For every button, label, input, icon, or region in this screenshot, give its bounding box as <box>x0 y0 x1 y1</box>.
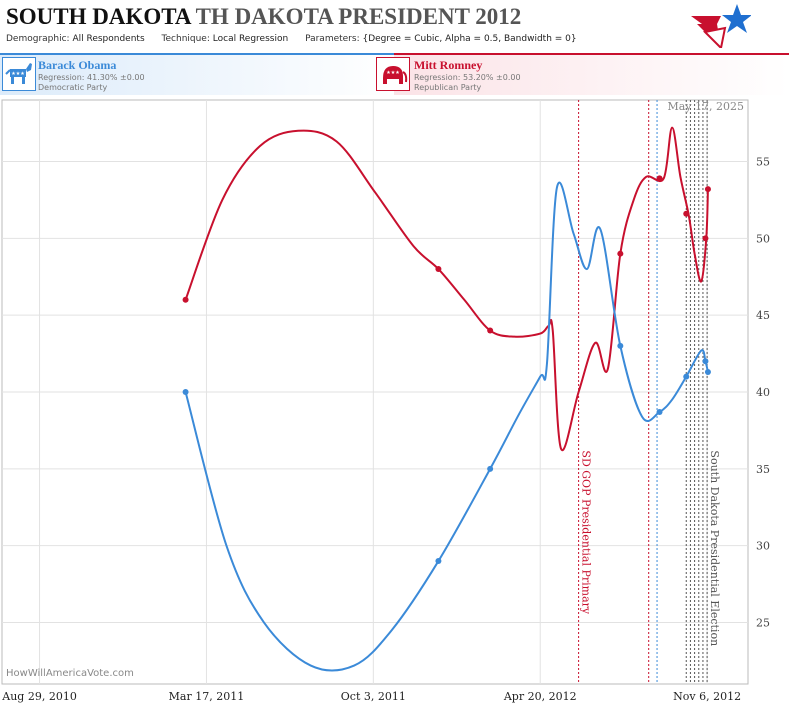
param-key: Technique: <box>161 34 210 44</box>
data-point <box>656 408 663 415</box>
svg-text:★★★: ★★★ <box>386 70 400 76</box>
data-point <box>704 369 711 376</box>
polling-chart: 25 30 35 40 45 50 55 Aug 29, 2010 Mar 17, 2011 Oc… <box>1 99 770 703</box>
candidate-mitt-romney: ★★★ Mitt Romney Regression: 53.20% ±0.00… <box>376 53 789 95</box>
param-value: Local Regression <box>212 34 289 44</box>
x-tick-label: Aug 29, 2010 <box>1 690 77 703</box>
data-point <box>702 358 709 365</box>
x-tick-label: Apr 20, 2012 <box>503 690 577 703</box>
series-line <box>184 181 709 672</box>
data-point <box>487 327 494 334</box>
title-rest: TH DAKOTA PRESIDENT 2012 <box>195 4 522 29</box>
candidate-text: Barack Obama Regression: 41.30% ±0.00 De… <box>38 58 145 93</box>
candidate-regression: Regression: 41.30% ±0.00 <box>38 73 145 82</box>
data-point <box>704 186 711 193</box>
y-tick-label: 30 <box>756 540 770 553</box>
candidate-barack-obama: ★★★ Barack Obama Regression: 41.30% ±0.0… <box>0 53 394 95</box>
y-tick-label: 55 <box>756 155 770 168</box>
flag-star-logo-icon <box>691 4 751 48</box>
title-state: SOUTH DAKOTA <box>6 4 191 29</box>
y-tick-label: 35 <box>756 463 770 476</box>
param-key: Demographic: <box>6 34 70 44</box>
candidate-party: Republican Party <box>414 83 482 92</box>
series-line <box>184 126 709 452</box>
y-tick-label: 50 <box>756 232 770 245</box>
data-point <box>435 266 442 273</box>
chart-title: SOUTH DAKOTA TH DAKOTA PRESIDENT 2012 <box>6 4 521 30</box>
elephant-icon: ★★★ <box>376 57 410 91</box>
data-point <box>182 296 189 303</box>
current-date-label: May 17, 2025 <box>667 100 744 113</box>
data-point <box>435 558 442 565</box>
chart-header: SOUTH DAKOTA TH DAKOTA PRESIDENT 2012 De… <box>0 0 789 52</box>
donkey-icon: ★★★ <box>2 57 36 91</box>
candidate-regression: Regression: 53.20% ±0.00 <box>414 73 521 82</box>
param-value: {Degree = Cubic, Alpha = 0.5, Bandwidth … <box>362 34 577 44</box>
candidate-name: Mitt Romney <box>414 58 483 72</box>
svg-text:★★★: ★★★ <box>11 71 25 77</box>
parameters-line: Demographic: All Respondents Technique: … <box>6 34 591 44</box>
data-point <box>702 235 709 242</box>
param-key: Parameters: <box>305 34 360 44</box>
data-point <box>683 373 690 380</box>
candidate-name: Barack Obama <box>38 58 117 72</box>
param-value: All Respondents <box>72 34 145 44</box>
y-tick-label: 45 <box>756 309 770 322</box>
data-point <box>182 389 189 395</box>
data-point <box>656 175 663 182</box>
event-label: SD GOP Presidential Primary <box>580 450 593 614</box>
x-tick-label: Mar 17, 2011 <box>169 690 245 703</box>
data-point <box>617 342 624 349</box>
data-point <box>487 465 494 472</box>
data-point <box>617 250 624 257</box>
data-point <box>683 210 690 217</box>
candidate-party: Democratic Party <box>38 83 108 92</box>
y-tick-label: 25 <box>756 617 770 630</box>
x-tick-label: Oct 3, 2011 <box>341 690 406 703</box>
x-tick-label: Nov 6, 2012 <box>673 690 741 703</box>
watermark: HowWillAmericaVote.com <box>6 668 134 679</box>
y-tick-label: 40 <box>756 386 770 399</box>
event-label: South Dakota Presidential Election <box>708 450 721 646</box>
candidate-text: Mitt Romney Regression: 53.20% ±0.00 Rep… <box>414 58 521 93</box>
